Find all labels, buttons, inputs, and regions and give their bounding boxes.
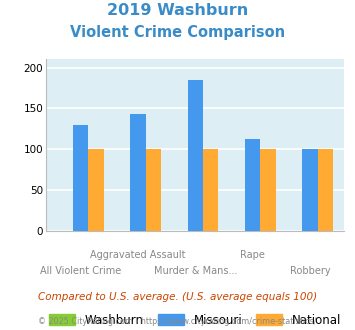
Bar: [88, 149, 104, 231]
Bar: [302, 149, 318, 231]
Legend: Washburn, Missouri, National: Washburn, Missouri, National: [45, 309, 346, 330]
Text: © 2025 CityRating.com - https://www.cityrating.com/crime-statistics/: © 2025 CityRating.com - https://www.city…: [38, 317, 317, 326]
Bar: [203, 149, 218, 231]
Bar: [73, 125, 88, 231]
Bar: [187, 80, 203, 231]
Bar: [146, 149, 161, 231]
Text: Rape: Rape: [240, 250, 265, 260]
Text: Murder & Mans...: Murder & Mans...: [153, 266, 237, 276]
Text: Violent Crime Comparison: Violent Crime Comparison: [70, 25, 285, 40]
Bar: [130, 114, 146, 231]
Text: Robbery: Robbery: [290, 266, 330, 276]
Bar: [245, 140, 260, 231]
Text: Aggravated Assault: Aggravated Assault: [90, 250, 186, 260]
Text: Compared to U.S. average. (U.S. average equals 100): Compared to U.S. average. (U.S. average …: [38, 292, 317, 302]
Bar: [260, 149, 276, 231]
Text: All Violent Crime: All Violent Crime: [40, 266, 121, 276]
Text: 2019 Washburn: 2019 Washburn: [107, 3, 248, 18]
Bar: [318, 149, 333, 231]
